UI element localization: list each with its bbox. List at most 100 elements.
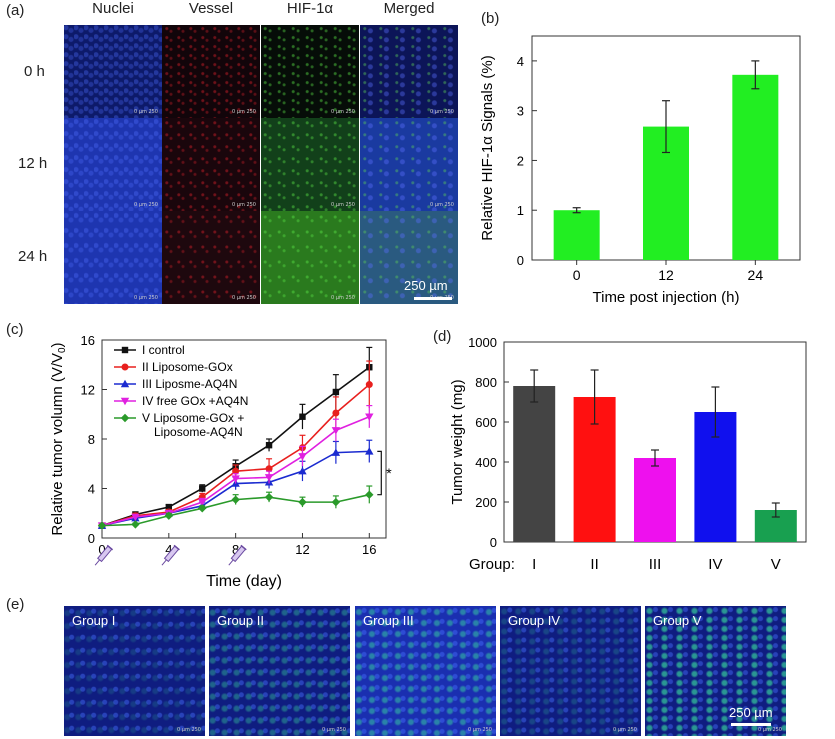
y-tick-label: 200	[475, 495, 497, 510]
tile-scale-text: 0 µm 250	[758, 727, 782, 733]
tile-vessel-24-h: 0 µm 250	[162, 211, 260, 304]
row-header-24h: 24 h	[18, 248, 48, 265]
x-tick-label: I	[532, 556, 536, 573]
y-tick-label: 4	[88, 482, 95, 497]
x-tick-label: 12	[295, 542, 309, 557]
y-tick-label: 1000	[468, 335, 497, 350]
y-tick-label: 3	[517, 104, 524, 119]
tile-scale-text: 0 µm 250	[613, 727, 637, 733]
bar-group-iii	[634, 458, 676, 542]
tile-scale-text: 0 µm 250	[468, 727, 492, 733]
tile-merged-12-h: 0 µm 250	[360, 118, 458, 211]
tile-merged-24-h: 0 µm 250	[360, 211, 458, 304]
data-point	[298, 497, 307, 507]
panel-e-label: (e)	[6, 596, 25, 613]
y-tick-label: 8	[88, 432, 95, 447]
group-image-label: Group I	[72, 613, 116, 628]
series-v-liposome-gox	[97, 485, 374, 530]
y-axis-title: Tumor weight (mg)	[449, 379, 466, 504]
group-image-group-i: Group I 0 µm 250	[64, 606, 205, 736]
y-tick-label: 400	[475, 455, 497, 470]
data-point	[165, 503, 173, 511]
legend-label-line2: Liposome-AQ4N	[154, 425, 243, 439]
data-point	[131, 520, 140, 529]
legend-label: V Liposome-GOx +	[142, 411, 244, 425]
data-point	[120, 397, 130, 406]
tile-scale-text: 0 µm 250	[430, 202, 454, 208]
tile-vessel-12-h: 0 µm 250	[162, 118, 260, 211]
column-header-hif: HIF-1α	[286, 0, 334, 17]
data-point	[121, 346, 129, 354]
y-tick-label: 12	[81, 383, 95, 398]
data-point	[265, 441, 273, 449]
bar-0	[553, 210, 600, 260]
data-point	[121, 363, 129, 371]
tile-scale-text: 0 µm 250	[331, 295, 355, 301]
bar-group-i	[513, 386, 556, 542]
legend-label: II Liposome-GOx	[142, 360, 233, 374]
data-point	[365, 381, 373, 389]
panel-c-label: (c)	[6, 321, 24, 338]
y-tick-label: 0	[490, 535, 497, 550]
data-point	[365, 413, 374, 421]
data-point	[298, 466, 307, 475]
data-point	[265, 465, 273, 473]
legend-label: I control	[142, 343, 185, 357]
bar-24	[732, 74, 779, 261]
x-tick-label: 0	[98, 542, 105, 557]
data-point	[264, 492, 274, 502]
tile-vessel-0-h: 0 µm 250	[162, 25, 260, 118]
series-iv-free-gox-aq4n	[97, 404, 374, 530]
group-image-group-ii: Group II 0 µm 250	[209, 606, 350, 736]
tile-merged-0-h: 0 µm 250	[360, 25, 458, 118]
x-axis-title: Time (day)	[206, 573, 282, 590]
y-tick-label: 600	[475, 415, 497, 430]
x-tick-label: II	[590, 556, 598, 573]
x-axis-prefix: Group:	[469, 556, 515, 573]
syringe-plunger	[240, 544, 247, 551]
tile-scale-text: 0 µm 250	[331, 202, 355, 208]
tile-scale-text: 0 µm 250	[134, 202, 158, 208]
data-point	[331, 427, 341, 435]
x-tick-label: 8	[232, 542, 239, 557]
tile-scale-text: 0 µm 250	[177, 727, 201, 733]
y-tick-label: 0	[517, 253, 524, 268]
group-image-group-iii: Group III 0 µm 250	[355, 606, 496, 736]
data-point	[199, 485, 206, 492]
tile-scale-text: 0 µm 250	[134, 109, 158, 115]
x-tick-label: 16	[362, 542, 376, 557]
data-point	[332, 388, 340, 396]
tile-scale-text: 0 µm 250	[232, 295, 256, 301]
legend: I control II Liposome-GOx III Liposme-AQ4N…	[114, 343, 248, 439]
tile-hif-24-h: 0 µm 250	[261, 211, 359, 304]
syringe-icon	[94, 544, 114, 566]
panel-e-scale-label: 250 µm	[729, 705, 773, 720]
tile-nuclei-0-h: 0 µm 250	[64, 25, 162, 118]
data-point	[299, 413, 306, 420]
tile-scale-text: 0 µm 250	[322, 727, 346, 733]
syringe-needle	[161, 559, 167, 566]
legend-label: III Liposme-AQ4N	[142, 377, 237, 391]
x-tick-label: 12	[658, 267, 674, 283]
group-image-label: Group IV	[508, 613, 561, 628]
data-point	[331, 448, 341, 456]
data-point	[365, 490, 374, 499]
x-tick-label: 4	[165, 542, 172, 557]
x-tick-label: IV	[708, 556, 722, 573]
data-point	[97, 521, 107, 530]
panel-b-label: (b)	[481, 10, 500, 27]
panel-a-scale-label: 250 µm	[404, 278, 448, 293]
x-tick-label: III	[649, 556, 662, 573]
x-axis-title: Time post injection (h)	[593, 289, 740, 306]
data-point	[332, 409, 340, 417]
y-axis-title: Relative HIF-1α Signals (%)	[479, 55, 496, 240]
data-point	[264, 474, 274, 482]
data-point	[365, 447, 374, 455]
panel-d-label: (d)	[433, 328, 452, 345]
data-point	[198, 504, 207, 513]
significance-star: *	[386, 465, 392, 481]
tile-nuclei-12-h: 0 µm 250	[64, 118, 162, 211]
row-header-12h: 12 h	[18, 155, 48, 172]
